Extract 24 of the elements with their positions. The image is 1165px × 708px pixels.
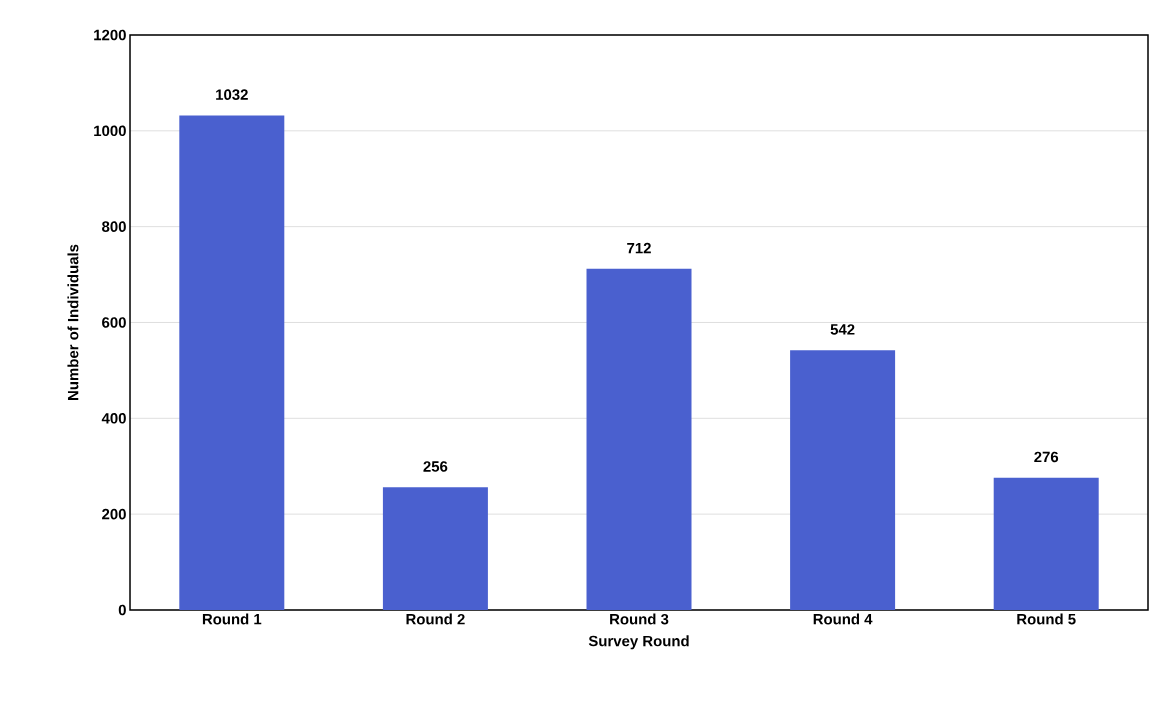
bar xyxy=(382,487,488,610)
data-label: 542 xyxy=(830,324,855,335)
x-axis-title: Survey Round xyxy=(588,635,689,650)
y-tick-label: 0 xyxy=(118,604,126,616)
x-tick-label: Round 3 xyxy=(610,613,669,625)
y-tick-label: 1000 xyxy=(94,125,126,137)
y-tick-label: 800 xyxy=(102,221,126,232)
y-tick-label: 400 xyxy=(101,413,126,424)
x-tick-label: Round 5 xyxy=(1017,613,1076,625)
y-tick-label: 200 xyxy=(102,508,126,520)
bar xyxy=(179,115,285,610)
data-label: 1032 xyxy=(216,89,248,100)
bar xyxy=(586,268,692,610)
x-tick-label: Round 1 xyxy=(202,613,262,625)
data-label: 712 xyxy=(627,242,651,254)
data-label: 276 xyxy=(1034,451,1059,463)
data-label: 256 xyxy=(423,461,448,472)
y-tick-label: 600 xyxy=(102,317,126,328)
bar xyxy=(993,477,1099,610)
x-tick-label: Round 2 xyxy=(406,613,465,625)
x-tick-label: Round 4 xyxy=(813,613,873,625)
y-tick-label: 1200 xyxy=(94,29,126,41)
y-axis-title: Number of Individuals xyxy=(67,244,79,400)
bar xyxy=(790,350,896,610)
